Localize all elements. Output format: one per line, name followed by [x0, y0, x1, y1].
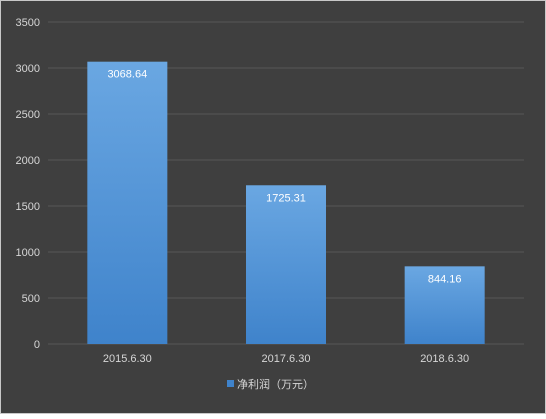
legend-swatch	[227, 380, 234, 387]
x-tick-label: 2015.6.30	[103, 353, 152, 365]
data-label: 1725.31	[266, 192, 306, 204]
y-tick-label: 1500	[16, 201, 40, 213]
y-tick-label: 2500	[16, 109, 40, 121]
bar	[246, 185, 326, 344]
legend-label: 净利润（万元）	[237, 377, 314, 391]
bar	[404, 266, 485, 344]
y-tick-label: 0	[34, 339, 40, 351]
data-label: 3068.64	[107, 69, 147, 81]
y-tick-label: 3000	[16, 63, 40, 75]
legend: 净利润（万元）	[227, 377, 314, 391]
x-tick-label: 2017.6.30	[262, 353, 311, 365]
bar	[87, 61, 168, 344]
y-tick-label: 3500	[16, 17, 40, 29]
y-tick-label: 1000	[16, 247, 40, 259]
y-tick-label: 2000	[16, 155, 40, 167]
x-tick-label: 2018.6.30	[420, 353, 469, 365]
data-label: 844.16	[428, 273, 462, 285]
y-tick-label: 500	[22, 293, 40, 305]
